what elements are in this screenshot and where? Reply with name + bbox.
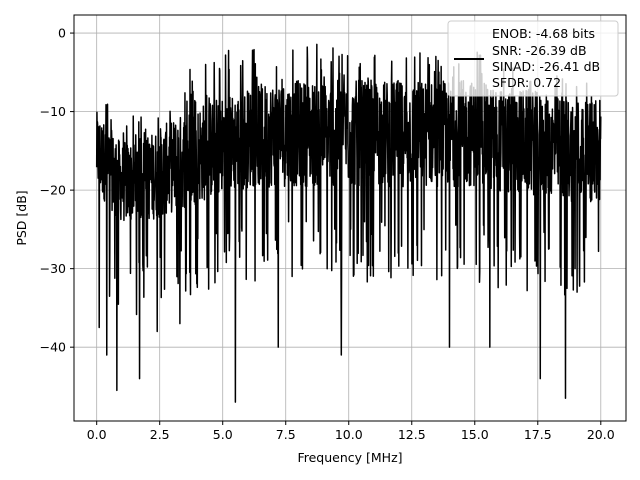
x-tick-label: 0.0 <box>87 427 107 442</box>
y-tick-label: 0 <box>58 26 66 41</box>
x-tick-label: 15.0 <box>461 427 489 442</box>
legend-entry-snr: SNR: -26.39 dB <box>492 43 587 58</box>
legend-entry-sfdr: SFDR: 0.72 <box>492 75 561 90</box>
y-tick-label: −10 <box>40 104 66 119</box>
y-axis-label: PSD [dB] <box>14 190 29 245</box>
x-tick-label: 12.5 <box>398 427 426 442</box>
x-axis-ticks: 0.0 2.5 5.0 7.5 10.0 12.5 15.0 17.5 20.0 <box>87 421 615 442</box>
y-axis-ticks: 0 −10 −20 −30 −40 <box>40 26 74 355</box>
legend-entry-enob: ENOB: -4.68 bits <box>492 26 595 41</box>
x-tick-label: 20.0 <box>587 427 615 442</box>
x-tick-label: 10.0 <box>335 427 363 442</box>
legend: ENOB: -4.68 bits SNR: -26.39 dB SINAD: -… <box>447 20 619 97</box>
x-tick-label: 17.5 <box>524 427 552 442</box>
plot-area-frame <box>73 14 627 422</box>
y-tick-label: −40 <box>40 340 66 355</box>
x-tick-label: 7.5 <box>276 427 296 442</box>
legend-box <box>447 20 619 97</box>
legend-entry-sinad: SINAD: -26.41 dB <box>492 59 600 74</box>
x-tick-label: 2.5 <box>150 427 170 442</box>
x-axis-label: Frequency [MHz] <box>297 450 402 465</box>
psd-line <box>95 43 602 403</box>
y-tick-label: −20 <box>40 183 66 198</box>
x-tick-label: 5.0 <box>213 427 233 442</box>
y-tick-label: −30 <box>40 261 66 276</box>
psd-series <box>95 43 602 403</box>
